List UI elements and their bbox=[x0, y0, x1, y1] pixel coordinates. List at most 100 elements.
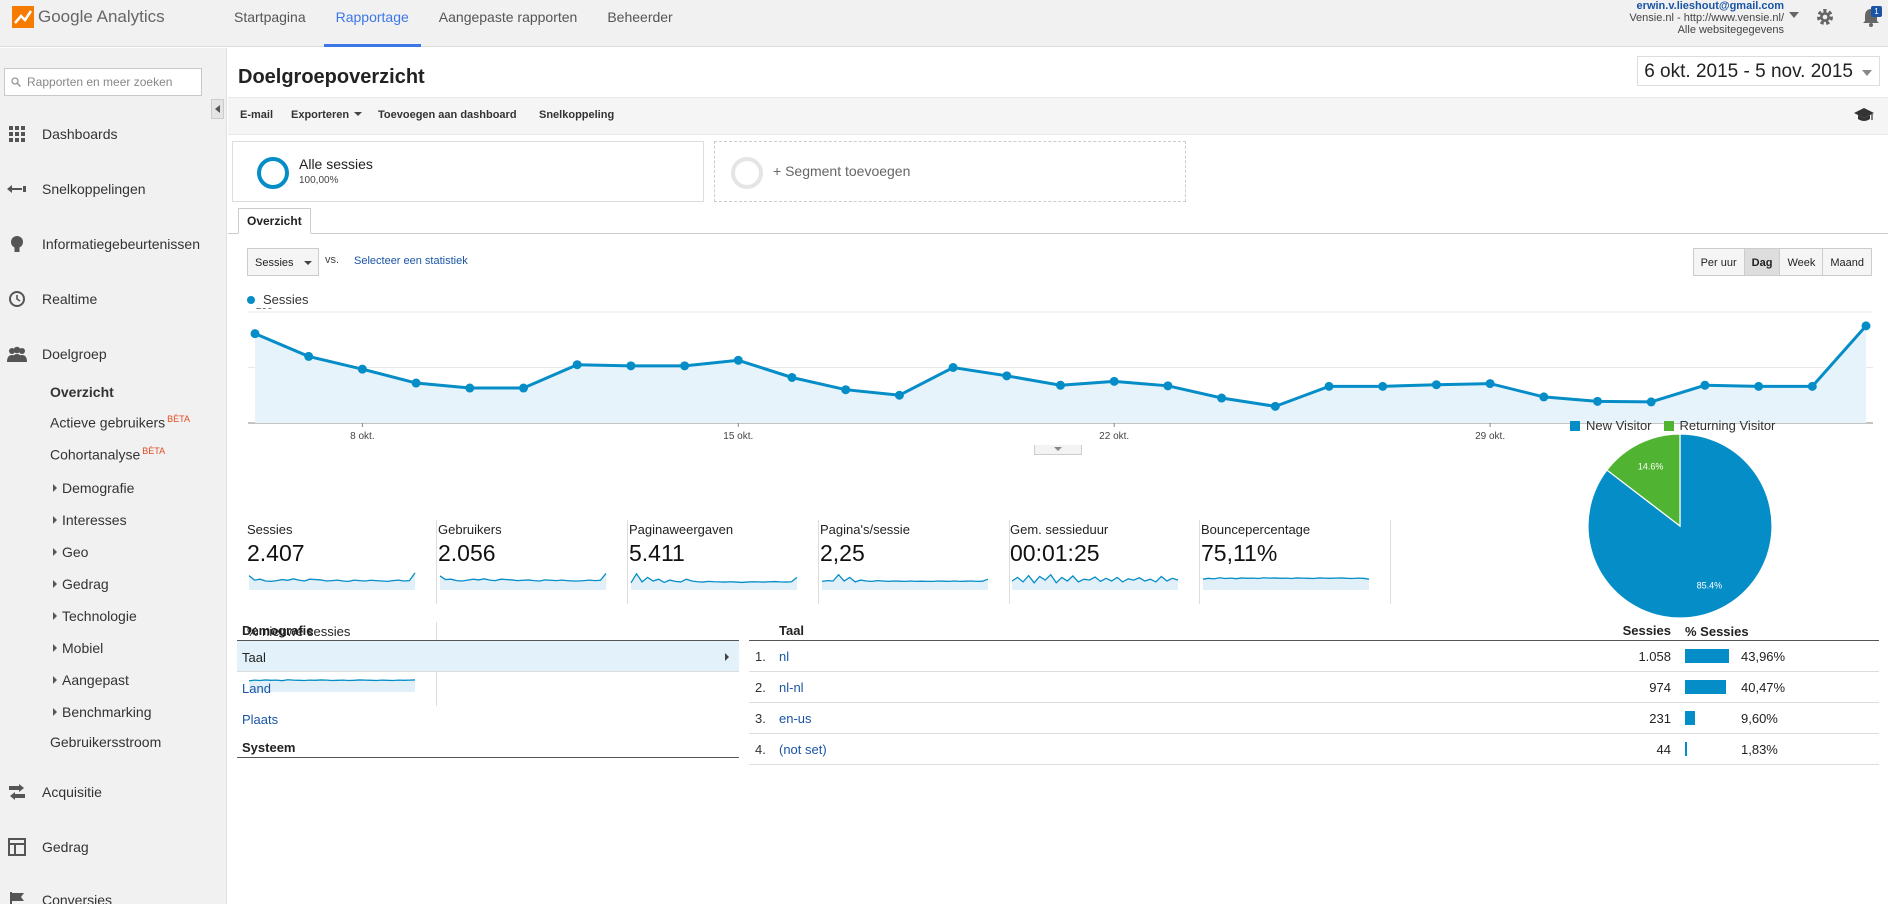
sidebar-item-technology[interactable]: Technologie bbox=[53, 608, 137, 624]
data-point[interactable] bbox=[841, 385, 851, 395]
data-point[interactable] bbox=[519, 383, 528, 393]
data-point[interactable] bbox=[1754, 381, 1764, 391]
bell-icon[interactable]: 1 bbox=[1860, 6, 1882, 28]
demo-item-country[interactable]: Land bbox=[242, 681, 271, 696]
add-segment-button[interactable]: + Segment toevoegen bbox=[714, 141, 1186, 202]
data-point[interactable] bbox=[1700, 380, 1710, 390]
sidebar-item-audience[interactable]: Doelgroep bbox=[0, 340, 225, 368]
data-point[interactable] bbox=[357, 364, 367, 374]
metric-select[interactable]: Sessies bbox=[247, 248, 319, 276]
sidebar-item-acquisition[interactable]: Acquisitie bbox=[0, 778, 225, 806]
graduation-cap-icon[interactable] bbox=[1854, 107, 1874, 123]
nav-tab-reporting[interactable]: Rapportage bbox=[323, 0, 421, 47]
language-link[interactable]: (not set) bbox=[779, 741, 827, 757]
data-point[interactable] bbox=[304, 351, 314, 361]
language-link[interactable]: nl-nl bbox=[779, 679, 804, 695]
data-point[interactable] bbox=[1539, 392, 1549, 402]
data-point[interactable] bbox=[894, 390, 904, 400]
nav-tab-custom-reports[interactable]: Aangepaste rapporten bbox=[438, 9, 578, 25]
segment-all-sessions[interactable]: Alle sessies 100,00% bbox=[232, 141, 704, 202]
metric-label: Bouncepercentage bbox=[1201, 522, 1311, 537]
data-point[interactable] bbox=[733, 355, 743, 365]
sidebar-item-geo[interactable]: Geo bbox=[53, 544, 88, 560]
chart-resize-handle[interactable] bbox=[1034, 445, 1082, 455]
expand-triangle-icon bbox=[53, 548, 57, 556]
data-point[interactable] bbox=[1163, 381, 1173, 391]
data-point[interactable] bbox=[680, 361, 690, 371]
data-point[interactable] bbox=[1002, 371, 1012, 381]
data-point[interactable] bbox=[626, 361, 636, 371]
metric-pages-per-session[interactable]: Pagina's/sessie 2,25 bbox=[820, 520, 1010, 604]
account-dropdown-icon[interactable] bbox=[1789, 12, 1799, 18]
data-point[interactable] bbox=[1646, 397, 1656, 407]
language-link[interactable]: en-us bbox=[779, 710, 812, 726]
select-metric-link[interactable]: Selecteer een statistiek bbox=[354, 255, 468, 267]
shortcut-button[interactable]: Snelkoppeling bbox=[539, 109, 615, 121]
data-point[interactable] bbox=[1485, 379, 1495, 389]
metric-users[interactable]: Gebruikers 2.056 bbox=[438, 520, 628, 604]
data-point[interactable] bbox=[787, 372, 797, 382]
data-point[interactable] bbox=[1056, 380, 1065, 390]
nav-tab-home[interactable]: Startpagina bbox=[234, 9, 306, 25]
data-point[interactable] bbox=[1109, 376, 1119, 386]
nav-tab-admin[interactable]: Beheerder bbox=[607, 9, 673, 25]
period-day-button[interactable]: Dag bbox=[1744, 249, 1781, 275]
account-switcher[interactable]: erwin.v.lieshout@gmail.com Vensie.nl - h… bbox=[1629, 0, 1784, 36]
metric-avg-session-duration[interactable]: Gem. sessieduur 00:01:25 bbox=[1010, 520, 1200, 604]
legend-item-new-visitor[interactable]: New Visitor bbox=[1570, 418, 1652, 433]
gear-icon[interactable] bbox=[1814, 6, 1836, 28]
data-point[interactable] bbox=[1378, 381, 1388, 391]
sidebar-item-demographics[interactable]: Demografie bbox=[53, 480, 134, 496]
sidebar-item-overview[interactable]: Overzicht bbox=[50, 384, 114, 400]
demo-item-language[interactable]: Taal bbox=[237, 641, 739, 672]
data-point[interactable] bbox=[1217, 393, 1227, 403]
period-hourly-button[interactable]: Per uur bbox=[1693, 249, 1745, 275]
sidebar-item-benchmarking[interactable]: Benchmarking bbox=[53, 704, 152, 720]
bar-wrap bbox=[1685, 649, 1741, 663]
data-point[interactable] bbox=[1861, 321, 1871, 331]
data-point[interactable] bbox=[250, 329, 260, 339]
metric-bounce-rate[interactable]: Bouncepercentage 75,11% bbox=[1201, 520, 1391, 604]
metric-sessions[interactable]: Sessies 2.407 bbox=[247, 520, 437, 604]
add-to-dashboard-button[interactable]: Toevoegen aan dashboard bbox=[378, 109, 517, 121]
data-point[interactable] bbox=[1593, 396, 1602, 406]
sidebar-item-shortcuts[interactable]: Snelkoppelingen bbox=[0, 175, 225, 203]
data-point[interactable] bbox=[1807, 381, 1817, 391]
demo-item-city[interactable]: Plaats bbox=[242, 712, 279, 727]
data-point[interactable] bbox=[465, 383, 475, 393]
google-analytics-logo[interactable]: Google Analytics bbox=[12, 5, 165, 29]
date-range-picker[interactable]: 6 okt. 2015 - 5 nov. 2015 bbox=[1637, 56, 1880, 86]
metric-value: 5.411 bbox=[629, 540, 685, 566]
sidebar-item-behavior-audience[interactable]: Gedrag bbox=[53, 576, 109, 592]
sidebar-item-user-flow[interactable]: Gebruikersstroom bbox=[50, 734, 162, 750]
data-point[interactable] bbox=[1431, 380, 1441, 390]
sidebar-item-intelligence[interactable]: Informatiegebeurtenissen bbox=[0, 230, 225, 258]
data-point[interactable] bbox=[948, 363, 958, 372]
email-button[interactable]: E-mail bbox=[240, 109, 274, 121]
period-week-button[interactable]: Week bbox=[1780, 249, 1824, 275]
export-button[interactable]: Exporteren bbox=[291, 109, 363, 121]
metric-pageviews[interactable]: Paginaweergaven 5.411 bbox=[629, 520, 819, 604]
notification-badge: 1 bbox=[1871, 6, 1882, 17]
search-input[interactable] bbox=[27, 69, 199, 95]
sidebar-item-active-users[interactable]: Actieve gebruikers BÈTA bbox=[50, 414, 190, 431]
data-point[interactable] bbox=[1270, 401, 1280, 411]
legend-item-returning-visitor[interactable]: Returning Visitor bbox=[1663, 418, 1775, 433]
sidebar-item-interests[interactable]: Interesses bbox=[53, 512, 127, 528]
sidebar-item-dashboards[interactable]: Dashboards bbox=[0, 120, 225, 148]
collapse-sidebar-button[interactable] bbox=[211, 99, 224, 119]
expand-triangle-icon bbox=[53, 612, 57, 620]
data-point[interactable] bbox=[1324, 381, 1334, 391]
period-month-button[interactable]: Maand bbox=[1823, 249, 1871, 275]
language-link[interactable]: nl bbox=[779, 648, 790, 664]
pie-slice-returning-visitor[interactable] bbox=[1606, 434, 1681, 528]
sidebar-item-cohort[interactable]: Cohortanalyse BÈTA bbox=[50, 446, 165, 463]
sidebar-item-conversions[interactable]: Conversies bbox=[0, 886, 225, 904]
data-point[interactable] bbox=[572, 360, 582, 370]
sidebar-item-custom[interactable]: Aangepast bbox=[53, 672, 129, 688]
sidebar-item-mobile[interactable]: Mobiel bbox=[53, 640, 103, 656]
sidebar-item-realtime[interactable]: Realtime bbox=[0, 285, 225, 313]
data-point[interactable] bbox=[411, 378, 421, 388]
tab-overview[interactable]: Overzicht bbox=[238, 208, 311, 234]
sidebar-item-behavior[interactable]: Gedrag bbox=[0, 833, 225, 861]
